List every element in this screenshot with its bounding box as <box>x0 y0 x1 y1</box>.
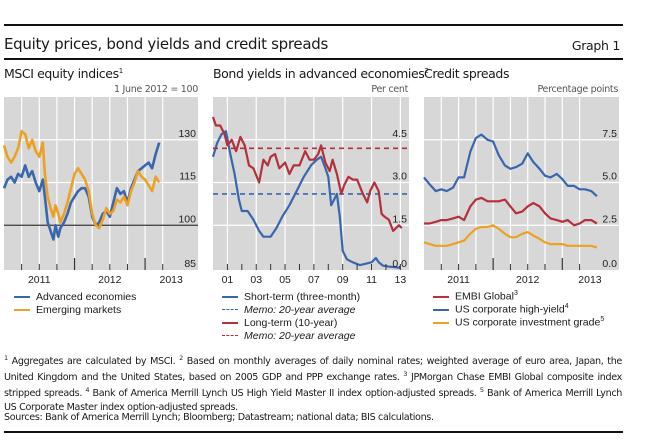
legend-item: Short-term (three-month) <box>222 290 360 303</box>
y-tick-label: 0.0 <box>602 258 617 270</box>
x-tick-label: 03 <box>250 274 262 286</box>
footnote-ref: 1 <box>118 66 123 75</box>
x-tick-label: 2011 <box>28 274 51 286</box>
series-line-emerging-markets <box>2 129 161 230</box>
y-tick-label: 85 <box>184 258 196 270</box>
unit-label-credit-spreads: Percentage points <box>537 84 618 95</box>
legend-item: Memo: 20-year average <box>222 303 360 316</box>
credit-spreads-chart: 0.0 2.5 5.0 7.5 2011 2012 2013 <box>423 97 619 286</box>
legend-bond-yields: Short-term (three-month) Memo: 20-year av… <box>222 290 360 342</box>
legend-label: Memo: 20-year average <box>244 329 356 342</box>
x-tick-label: 13 <box>395 274 407 286</box>
top-rule <box>4 24 623 26</box>
footnote-number: 1 <box>4 354 8 362</box>
sources-note: Sources: Bank of America Merrill Lynch; … <box>4 412 434 423</box>
x-tick-label: 2013 <box>578 274 602 286</box>
y-tick-label: 2.5 <box>602 213 617 225</box>
series-line-short-term-three-month <box>211 130 401 270</box>
y-tick-label: 130 <box>178 128 196 140</box>
x-tick-label: 2012 <box>516 274 540 286</box>
legend-item: EMBI Global3 <box>433 290 604 303</box>
legend-dashed-swatch-icon <box>222 309 238 310</box>
legend-line-swatch-icon <box>14 308 30 311</box>
series-line-us-corporate-investment-grade <box>423 224 598 249</box>
bottom-rule <box>4 431 623 433</box>
legend-item: US corporate investment grade5 <box>433 316 604 329</box>
series-line-long-term-10-year <box>211 116 403 232</box>
footnote-number: 4 <box>85 386 90 395</box>
x-tick-label: 05 <box>279 274 291 286</box>
footnote-number: 3 <box>403 370 408 379</box>
footnote-ref: 2 <box>424 66 429 75</box>
y-tick-label: 5.0 <box>602 171 617 183</box>
graph-number: Graph 1 <box>571 38 620 53</box>
legend-line-swatch-icon <box>222 321 238 324</box>
legend-equity: Advanced economies Emerging markets <box>14 290 136 316</box>
legend-label: US corporate high-yield4 <box>455 303 569 316</box>
legend-label: Memo: 20-year average <box>244 303 356 316</box>
y-tick-label: 4.5 <box>392 128 407 140</box>
panel-title-credit-spreads: Credit spreads <box>424 66 509 81</box>
bond-yields-chart: 0.0 1.5 3.0 4.5 01 03 05 07 09 11 13 <box>211 97 409 286</box>
equity-chart: 85 100 115 130 2011 2012 2013 <box>2 97 198 286</box>
x-tick-label: 2013 <box>160 274 184 286</box>
footnotes: 1 Aggregates are calculated by MSCI. 2 B… <box>4 352 622 414</box>
x-tick-label: 01 <box>222 274 234 286</box>
y-tick-label: 115 <box>179 171 196 183</box>
legend-item: US corporate high-yield4 <box>433 303 604 316</box>
legend-credit-spreads: EMBI Global3 US corporate high-yield4 US c… <box>433 290 604 329</box>
x-tick-label: 07 <box>308 274 320 286</box>
legend-line-swatch-icon <box>433 308 449 311</box>
series-line-us-corporate-high-yield <box>423 133 598 198</box>
legend-label: Emerging markets <box>36 303 122 316</box>
unit-label-bond-yields: Per cent <box>371 84 408 95</box>
legend-item: Emerging markets <box>14 303 136 316</box>
legend-dashed-swatch-icon <box>222 335 238 336</box>
footnote-ref: 4 <box>564 303 569 311</box>
legend-label: Short-term (three-month) <box>244 290 361 303</box>
legend-label: Long-term (10-year) <box>244 316 338 329</box>
footnote-text: Bank of America Merrill Lynch US High Yi… <box>89 388 480 400</box>
y-tick-label: 7.5 <box>602 128 617 140</box>
y-tick-label: 1.5 <box>392 213 407 225</box>
legend-line-swatch-icon <box>222 295 238 298</box>
footnote-text: Based on monthly averages of daily nomin… <box>4 356 622 384</box>
legend-item: Long-term (10-year) <box>222 316 360 329</box>
y-tick-label: 3.0 <box>392 171 407 183</box>
footnote-text: JPMorgan Chase EMBI Global composite ind… <box>4 372 622 400</box>
footnote-number: 5 <box>479 386 484 395</box>
x-tick-label: 2012 <box>98 274 122 286</box>
legend-item: Memo: 20-year average <box>222 329 360 342</box>
y-tick-label: 0.0 <box>392 258 407 270</box>
x-tick-label: 09 <box>337 274 349 286</box>
header-rule <box>4 58 623 60</box>
graph-title: Equity prices, bond yields and credit sp… <box>4 35 328 53</box>
plot-background <box>4 97 198 270</box>
footnote-text: Aggregates are calculated by MSCI. <box>7 356 180 368</box>
legend-label: Advanced economies <box>36 290 137 303</box>
unit-label-equity: 1 June 2012 = 100 <box>114 84 198 95</box>
panel-title-text: MSCI equity indices <box>4 66 119 81</box>
legend-line-swatch-icon <box>433 295 449 298</box>
panel-title-text: Bond yields in advanced economies <box>213 66 425 81</box>
y-tick-label: 100 <box>178 213 196 225</box>
x-tick-label: 11 <box>366 274 377 286</box>
legend-label: US corporate investment grade5 <box>455 316 605 329</box>
footnote-ref: 3 <box>513 290 518 298</box>
legend-line-swatch-icon <box>433 321 449 324</box>
x-tick-label: 2011 <box>447 274 470 286</box>
plot-background <box>213 97 409 270</box>
legend-line-swatch-icon <box>14 295 30 298</box>
legend-item: Advanced economies <box>14 290 136 303</box>
panel-title-equity: MSCI equity indices1 <box>4 66 123 81</box>
panel-title-text: Credit spreads <box>424 66 510 81</box>
legend-label: EMBI Global3 <box>455 290 518 303</box>
footnote-number: 2 <box>179 354 183 362</box>
footnote-ref: 5 <box>600 316 605 324</box>
panel-title-bond-yields: Bond yields in advanced economies2 <box>213 66 429 81</box>
series-line-embi-global <box>424 196 598 227</box>
footnote-text: Bank of America Merrill Lynch US Corpora… <box>4 388 622 413</box>
